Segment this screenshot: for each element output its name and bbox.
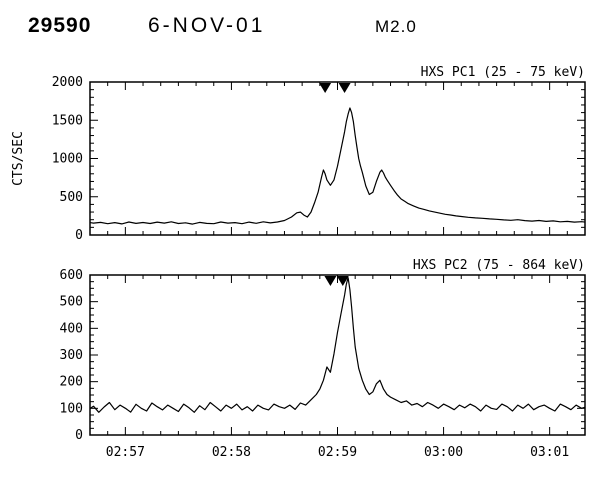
y-tick-label: 500 bbox=[60, 190, 83, 205]
y-tick-label: 2000 bbox=[52, 75, 83, 90]
y-axis-label: CTS/SEC bbox=[11, 131, 26, 186]
y-tick-label: 300 bbox=[60, 348, 83, 363]
flare-marker-icon bbox=[336, 276, 349, 286]
y-tick-label: 1500 bbox=[52, 113, 83, 128]
x-tick-label: 02:57 bbox=[106, 445, 145, 460]
y-tick-label: 100 bbox=[60, 401, 83, 416]
x-tick-label: 03:00 bbox=[424, 445, 463, 460]
x-tick-label: 03:01 bbox=[530, 445, 569, 460]
series-line bbox=[90, 107, 585, 225]
y-tick-label: 1000 bbox=[52, 152, 83, 167]
goes-class: M2.0 bbox=[375, 17, 417, 36]
y-tick-label: 400 bbox=[60, 321, 83, 336]
flare-marker-icon bbox=[324, 276, 337, 286]
x-tick-label: 02:58 bbox=[212, 445, 251, 460]
y-tick-label: 600 bbox=[60, 268, 83, 283]
axes-box bbox=[89, 81, 586, 236]
flare-marker-icon bbox=[319, 83, 332, 93]
event-date: 6-NOV-01 bbox=[148, 14, 266, 37]
y-tick-label: 500 bbox=[60, 295, 83, 310]
axes-box bbox=[89, 274, 586, 436]
panel-2: 02:57 02:58 02:59 03:00 03:01 0 100 200 300 400 50… bbox=[60, 258, 586, 460]
series-line bbox=[90, 277, 585, 413]
y-tick-label: 200 bbox=[60, 375, 83, 390]
event-number: 29590 bbox=[28, 14, 92, 37]
y-tick-label: 0 bbox=[75, 228, 83, 243]
panel-1: 0 500 1000 1500 2000 HXS PC1 (25 - 75 keV) CTS… bbox=[11, 65, 586, 243]
panel-title: HXS PC1 (25 - 75 keV) bbox=[421, 65, 585, 80]
panel-title: HXS PC2 (75 - 864 keV) bbox=[413, 258, 585, 273]
x-tick-label: 02:59 bbox=[318, 445, 357, 460]
flare-marker-icon bbox=[338, 83, 351, 93]
y-tick-label: 0 bbox=[75, 428, 83, 443]
